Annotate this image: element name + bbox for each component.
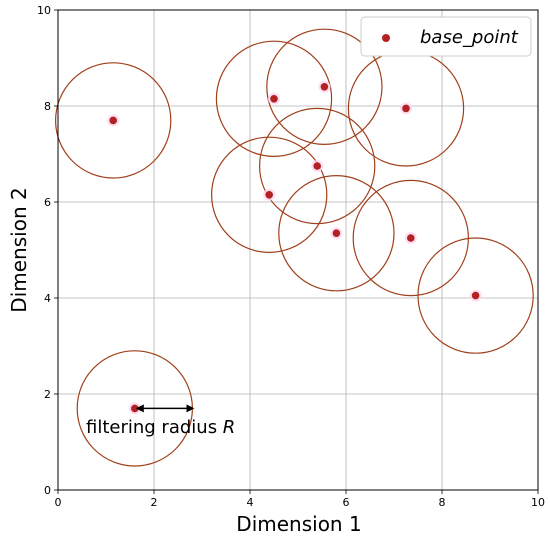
legend-box bbox=[360, 16, 532, 57]
radius-annotation: filtering radius R bbox=[86, 404, 235, 438]
radius-circle bbox=[54, 62, 172, 179]
x-tick-label: 8 bbox=[439, 496, 446, 509]
y-tick-label: 2 bbox=[44, 388, 51, 401]
base-point bbox=[471, 291, 480, 300]
radius-circle bbox=[215, 40, 333, 158]
radius-circles bbox=[54, 28, 534, 467]
radius-circle bbox=[278, 175, 395, 292]
base-points bbox=[107, 80, 482, 415]
base-point bbox=[407, 234, 415, 242]
base-point bbox=[402, 104, 410, 113]
x-tick-label: 2 bbox=[151, 496, 158, 509]
radius-annotation-label: filtering radius R bbox=[86, 417, 235, 438]
legend: base_point bbox=[360, 16, 532, 57]
y-tick-label: 6 bbox=[44, 196, 51, 209]
y-axis-label: Dimension 2 bbox=[7, 187, 31, 312]
x-tick-label: 10 bbox=[531, 496, 545, 509]
base-point bbox=[131, 404, 139, 413]
x-tick-label: 0 bbox=[55, 496, 62, 509]
y-tick-label: 10 bbox=[37, 4, 51, 17]
y-tick-label: 4 bbox=[44, 292, 51, 305]
radius-circle bbox=[417, 237, 534, 354]
axes-frame bbox=[57, 9, 539, 491]
x-tick-label: 4 bbox=[247, 496, 254, 509]
tick-labels: 0 2 4 6 8 10 0 2 4 6 8 10 bbox=[37, 4, 545, 509]
x-axis-label: Dimension 1 bbox=[236, 512, 361, 536]
radius-annotation-symbol: R bbox=[223, 417, 236, 438]
radius-circle bbox=[266, 28, 383, 146]
y-tick-label: 0 bbox=[44, 484, 51, 497]
x-tick-label: 6 bbox=[343, 496, 350, 509]
legend-label: base_point bbox=[420, 27, 519, 48]
legend-marker bbox=[382, 34, 390, 42]
y-tick-label: 8 bbox=[44, 100, 51, 113]
base-point bbox=[320, 83, 329, 91]
radius-annotation-prefix: filtering radius bbox=[86, 417, 223, 438]
base-point bbox=[270, 95, 278, 103]
plot-frame bbox=[57, 9, 539, 491]
radius-circle bbox=[211, 136, 328, 254]
base-point bbox=[109, 116, 117, 125]
base-point bbox=[265, 191, 274, 199]
base-point bbox=[313, 162, 322, 170]
base-point bbox=[332, 229, 341, 237]
radius-circle bbox=[259, 107, 376, 225]
